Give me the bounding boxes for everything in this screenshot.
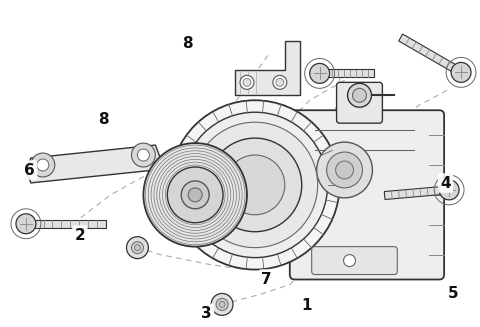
- Text: 6: 6: [24, 163, 35, 178]
- Polygon shape: [26, 145, 160, 183]
- Polygon shape: [235, 41, 300, 95]
- Text: 8: 8: [98, 112, 109, 127]
- Circle shape: [326, 152, 362, 188]
- FancyBboxPatch shape: [290, 110, 444, 280]
- Circle shape: [352, 88, 366, 102]
- Circle shape: [31, 153, 55, 177]
- Circle shape: [127, 237, 148, 259]
- Polygon shape: [384, 186, 449, 199]
- Polygon shape: [26, 220, 106, 228]
- Text: 1: 1: [301, 298, 312, 313]
- Circle shape: [211, 293, 233, 315]
- Circle shape: [144, 143, 247, 247]
- Text: 4: 4: [440, 176, 451, 191]
- Text: 2: 2: [74, 228, 85, 243]
- Circle shape: [336, 161, 353, 179]
- Circle shape: [439, 180, 459, 200]
- Circle shape: [276, 78, 284, 86]
- FancyBboxPatch shape: [336, 82, 383, 123]
- Text: 8: 8: [182, 36, 193, 51]
- Circle shape: [216, 299, 228, 310]
- Circle shape: [317, 142, 372, 198]
- Polygon shape: [399, 34, 463, 76]
- Circle shape: [344, 255, 356, 267]
- Circle shape: [243, 78, 251, 86]
- Circle shape: [181, 181, 209, 209]
- Text: 5: 5: [447, 286, 458, 301]
- Circle shape: [134, 245, 141, 250]
- Circle shape: [310, 63, 330, 83]
- Circle shape: [225, 155, 285, 215]
- Circle shape: [192, 122, 318, 248]
- Circle shape: [273, 76, 287, 89]
- Circle shape: [348, 83, 372, 107]
- Circle shape: [219, 301, 225, 307]
- Circle shape: [132, 143, 156, 167]
- Circle shape: [137, 149, 149, 161]
- Circle shape: [37, 159, 49, 171]
- Circle shape: [168, 167, 223, 223]
- Text: 7: 7: [261, 272, 272, 286]
- Circle shape: [170, 100, 339, 269]
- FancyBboxPatch shape: [312, 247, 397, 275]
- Circle shape: [182, 112, 328, 258]
- Circle shape: [451, 62, 471, 82]
- Circle shape: [16, 214, 36, 234]
- Text: 3: 3: [201, 306, 212, 321]
- Circle shape: [132, 242, 144, 254]
- Circle shape: [188, 188, 202, 202]
- Circle shape: [240, 76, 254, 89]
- Polygon shape: [320, 69, 374, 77]
- Circle shape: [208, 138, 302, 232]
